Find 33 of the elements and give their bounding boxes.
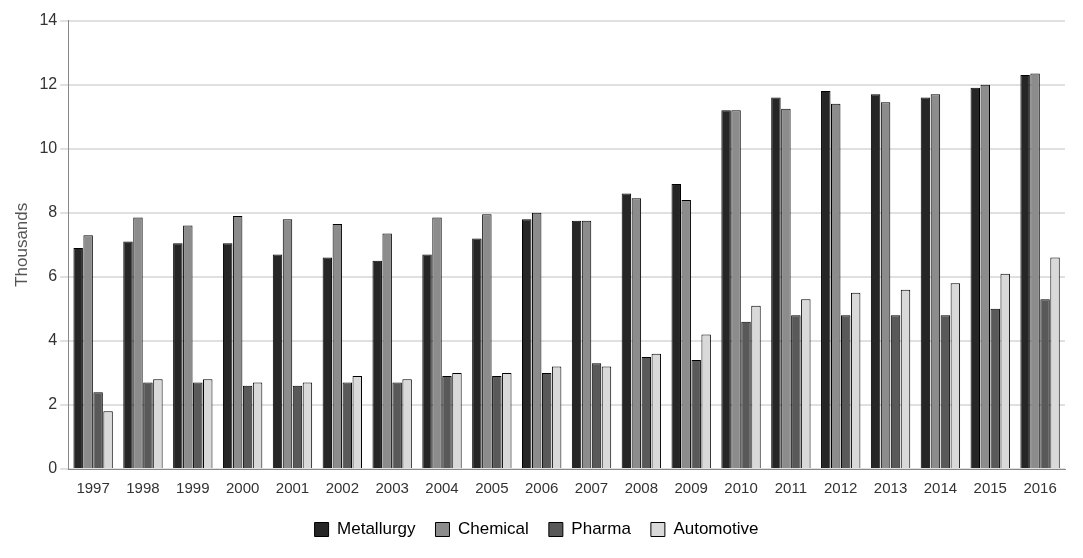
x-tick-label: 1998 [126, 479, 160, 497]
x-tick-label: 2013 [873, 479, 908, 497]
legend-label: Chemical [458, 519, 529, 539]
y-tick-label: 2 [48, 395, 58, 413]
x-tick-label: 2003 [375, 479, 409, 497]
y-tick-label: 8 [48, 203, 58, 221]
x-tick-label: 2000 [225, 479, 260, 497]
x-tick-label: 2016 [1023, 479, 1057, 497]
legend-label: Automotive [673, 519, 759, 539]
x-tick-label: 2005 [475, 479, 509, 497]
x-tick-label: 2002 [325, 479, 360, 497]
y-tick-label: 6 [48, 267, 58, 285]
y-axis-title: Thousands [11, 202, 31, 287]
x-tick-label: 2001 [275, 479, 310, 497]
x-tick-label: 2015 [973, 479, 1007, 497]
y-tick-label: 10 [39, 139, 58, 157]
y-tick-label: 4 [48, 331, 58, 349]
x-tick-label: 2004 [425, 479, 459, 497]
x-tick-label: 2009 [674, 479, 708, 497]
legend-label: Metallurgy [337, 519, 416, 539]
x-tick-label: 2006 [524, 479, 559, 497]
x-tick-label: 2012 [824, 479, 858, 497]
x-tick-label: 2008 [624, 479, 659, 497]
y-tick-label: 14 [39, 11, 58, 29]
x-tick-label: 2010 [724, 479, 758, 497]
x-tick-label: 2014 [923, 479, 958, 497]
y-tick-label: 0 [48, 459, 58, 477]
y-tick-label: 12 [39, 75, 58, 93]
x-tick-label: 2007 [574, 479, 609, 497]
x-tick-label: 1999 [176, 479, 210, 497]
legend-label: Pharma [571, 519, 632, 539]
x-tick-label: 2011 [774, 479, 808, 497]
x-tick-label: 1997 [76, 479, 110, 497]
